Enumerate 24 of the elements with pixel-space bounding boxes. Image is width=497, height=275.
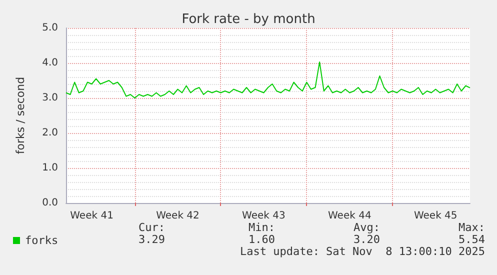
y-tick-label: 1.0: [42, 162, 58, 174]
text: 5.54: [458, 233, 486, 246]
x-tick-label: Week 41: [70, 210, 114, 222]
x-tick-label: Week 43: [242, 210, 286, 222]
y-tick-label: 3.0: [42, 92, 58, 104]
text: 3.20: [354, 233, 380, 246]
chart-title: Fork rate - by month: [182, 12, 316, 27]
y-tick-label: 0.0: [42, 198, 58, 208]
text: Min:: [248, 221, 276, 234]
y-tick-label: 4.0: [42, 58, 58, 68]
text: Avg:: [354, 221, 380, 234]
text: Max:: [458, 221, 486, 234]
line-series: [66, 61, 470, 98]
y-tick-label: 5.0: [42, 22, 58, 34]
y-tick-label: 2.0: [42, 128, 58, 138]
x-tick-label: Week 45: [414, 210, 458, 222]
x-tick-label: Week 44: [328, 210, 372, 222]
text: 1.60: [248, 233, 276, 246]
text: Last update: Sat Nov 8 13:00:10 2025: [240, 245, 486, 258]
legend-label: forks: [25, 234, 58, 247]
y-axis-title: forks / second: [14, 76, 27, 154]
x-tick-label: Week 42: [156, 210, 200, 222]
text: Cur:: [138, 221, 166, 234]
text: 3.29: [138, 233, 166, 246]
